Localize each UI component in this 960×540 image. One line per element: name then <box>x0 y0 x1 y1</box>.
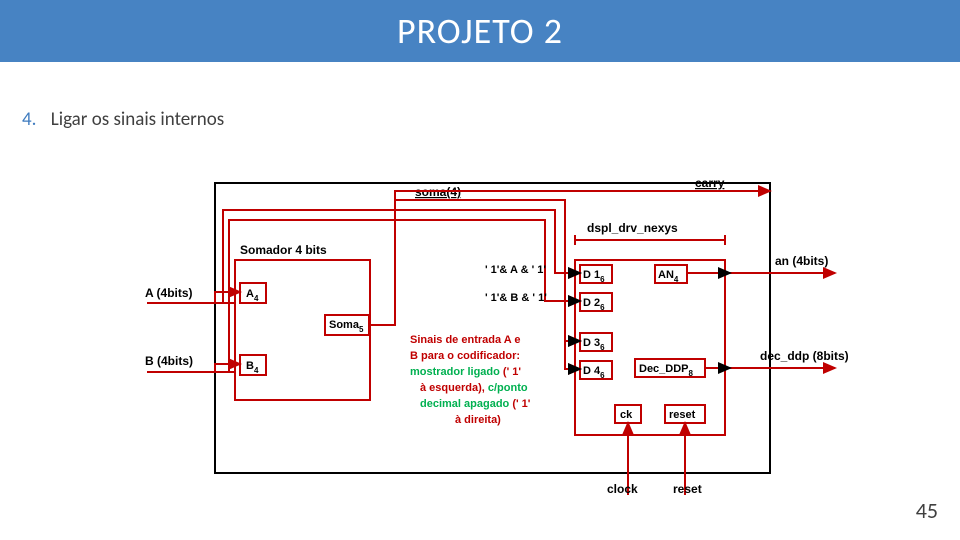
somador-label: Somador 4 bits <box>240 243 327 257</box>
port-a-label: A <box>246 288 254 300</box>
svg-text:D 36: D 36 <box>583 337 605 352</box>
svg-text:Soma5: Soma5 <box>329 319 364 334</box>
title-bar: PROJETO 2 <box>0 0 960 62</box>
circuit-diagram: Somador 4 bits dspl_drv_nexys A4 B4 Soma… <box>135 165 855 505</box>
carry-label: carry <box>695 176 725 190</box>
note-line1: Sinais de entrada A e <box>410 334 520 346</box>
port-reset-label: reset <box>669 409 696 421</box>
port-soma-sub: 5 <box>359 325 364 334</box>
port-d4-label: D 4 <box>583 365 601 377</box>
port-d2-label: D 2 <box>583 297 600 309</box>
svg-text:D 26: D 26 <box>583 297 605 312</box>
outer-box <box>215 183 770 473</box>
reset-label: reset <box>673 482 702 496</box>
expr-a: ' 1'& A & ' 1' <box>485 264 546 276</box>
note-line2: B para o codificador: <box>410 350 520 362</box>
clock-label: clock <box>607 482 638 496</box>
a-input-label: A (4bits) <box>145 286 193 300</box>
svg-text:Dec_DDP8: Dec_DDP8 <box>639 363 694 378</box>
svg-text:D 46: D 46 <box>583 365 605 380</box>
note-line3: mostrador ligado (' 1' <box>410 366 521 378</box>
svg-text:D 16: D 16 <box>583 269 605 284</box>
an-out-label: an (4bits) <box>775 254 828 268</box>
step-line: 4. Ligar os sinais internos <box>22 108 224 131</box>
step-text: Ligar os sinais internos <box>51 108 225 131</box>
page-number: 45 <box>916 497 938 524</box>
port-b-sub: 4 <box>254 366 259 375</box>
port-soma-label: Soma <box>329 319 360 331</box>
dspl-label: dspl_drv_nexys <box>587 221 678 235</box>
port-ck-label: ck <box>620 409 633 421</box>
port-b-label: B <box>246 360 254 372</box>
wire-soma-d4 <box>565 341 580 369</box>
wire-soma-d3 <box>370 200 580 341</box>
svg-text:B4: B4 <box>246 360 259 375</box>
port-d1-label: D 1 <box>583 269 600 281</box>
svg-text:A4: A4 <box>246 288 259 303</box>
port-a-sub: 4 <box>254 294 259 303</box>
ddp-out-label: dec_ddp (8bits) <box>760 349 849 363</box>
note-line4: à esquerda), c/ponto <box>420 382 528 394</box>
port-an-label: AN <box>658 269 674 281</box>
note-line5: decimal apagado (' 1' <box>420 398 531 410</box>
b-input-label: B (4bits) <box>145 354 193 368</box>
port-d3-label: D 3 <box>583 337 600 349</box>
expr-b: ' 1'& B & ' 1' <box>485 292 547 304</box>
note-line6: à direita) <box>455 414 501 426</box>
page-title: PROJETO 2 <box>397 9 563 53</box>
svg-text:AN4: AN4 <box>658 269 679 284</box>
port-ddp-label: Dec_DDP <box>639 363 689 375</box>
step-number: 4. <box>22 108 36 131</box>
